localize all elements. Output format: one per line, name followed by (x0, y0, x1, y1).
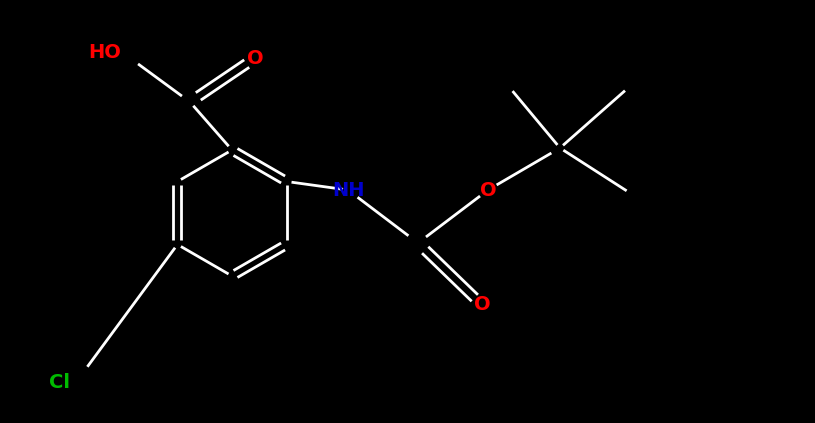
Text: Cl: Cl (50, 374, 71, 393)
Text: NH: NH (332, 181, 364, 200)
Text: O: O (474, 296, 491, 314)
Text: O: O (480, 181, 496, 200)
Text: O: O (247, 49, 263, 68)
Text: HO: HO (89, 42, 121, 61)
